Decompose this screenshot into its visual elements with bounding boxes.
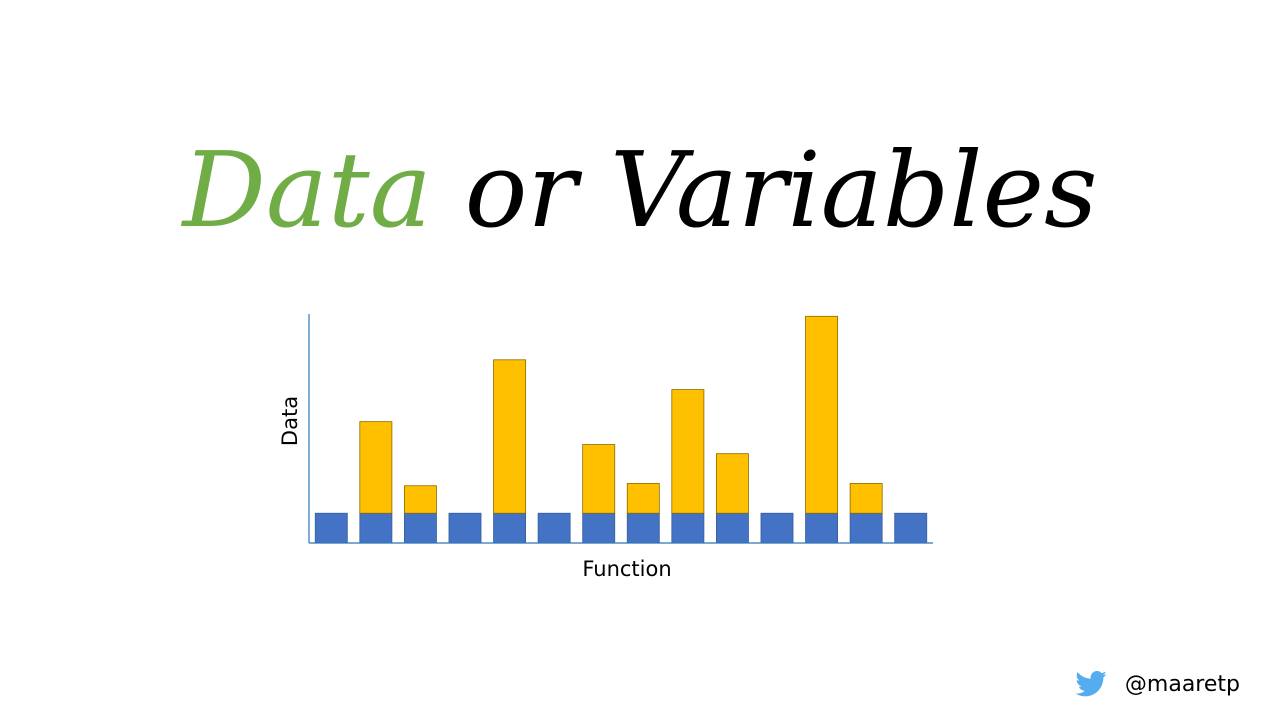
slide-title: Data or Variables <box>0 120 1280 260</box>
title-main-words: or Variables <box>464 129 1098 251</box>
bar-segment-base-11 <box>760 512 794 544</box>
bar-segment-base-14 <box>894 512 928 544</box>
title-accent-word: Data <box>182 129 432 251</box>
bar-segment-base-13 <box>849 512 883 544</box>
bar-segment-base-10 <box>715 512 749 544</box>
bar-segment-top-9 <box>671 389 705 514</box>
bar-segment-top-8 <box>626 483 660 514</box>
bar-segment-top-3 <box>403 485 437 514</box>
bar-segment-base-4 <box>448 512 482 544</box>
bar-segment-top-2 <box>359 421 393 514</box>
footer: @maaretp <box>1075 664 1240 704</box>
bar-segment-base-7 <box>582 512 616 544</box>
bar-segment-base-12 <box>805 512 839 544</box>
bar-segment-base-8 <box>626 512 660 544</box>
chart-plot-area <box>314 315 928 544</box>
bar-segment-base-9 <box>671 512 705 544</box>
y-axis-label: Data <box>278 396 302 446</box>
bar-segment-base-1 <box>314 512 348 544</box>
bar-segment-base-3 <box>403 512 437 544</box>
x-axis-label: Function <box>582 557 671 581</box>
twitter-bird-icon <box>1075 671 1107 697</box>
bar-segment-top-10 <box>715 453 749 514</box>
bar-segment-base-2 <box>359 512 393 544</box>
bar-segment-base-5 <box>493 512 527 544</box>
bar-segment-top-5 <box>493 359 527 514</box>
bar-segment-top-13 <box>849 483 883 514</box>
bar-segment-top-7 <box>582 444 616 514</box>
bar-segment-base-6 <box>537 512 571 544</box>
twitter-handle: @maaretp <box>1124 671 1240 697</box>
bar-segment-top-12 <box>805 315 839 514</box>
